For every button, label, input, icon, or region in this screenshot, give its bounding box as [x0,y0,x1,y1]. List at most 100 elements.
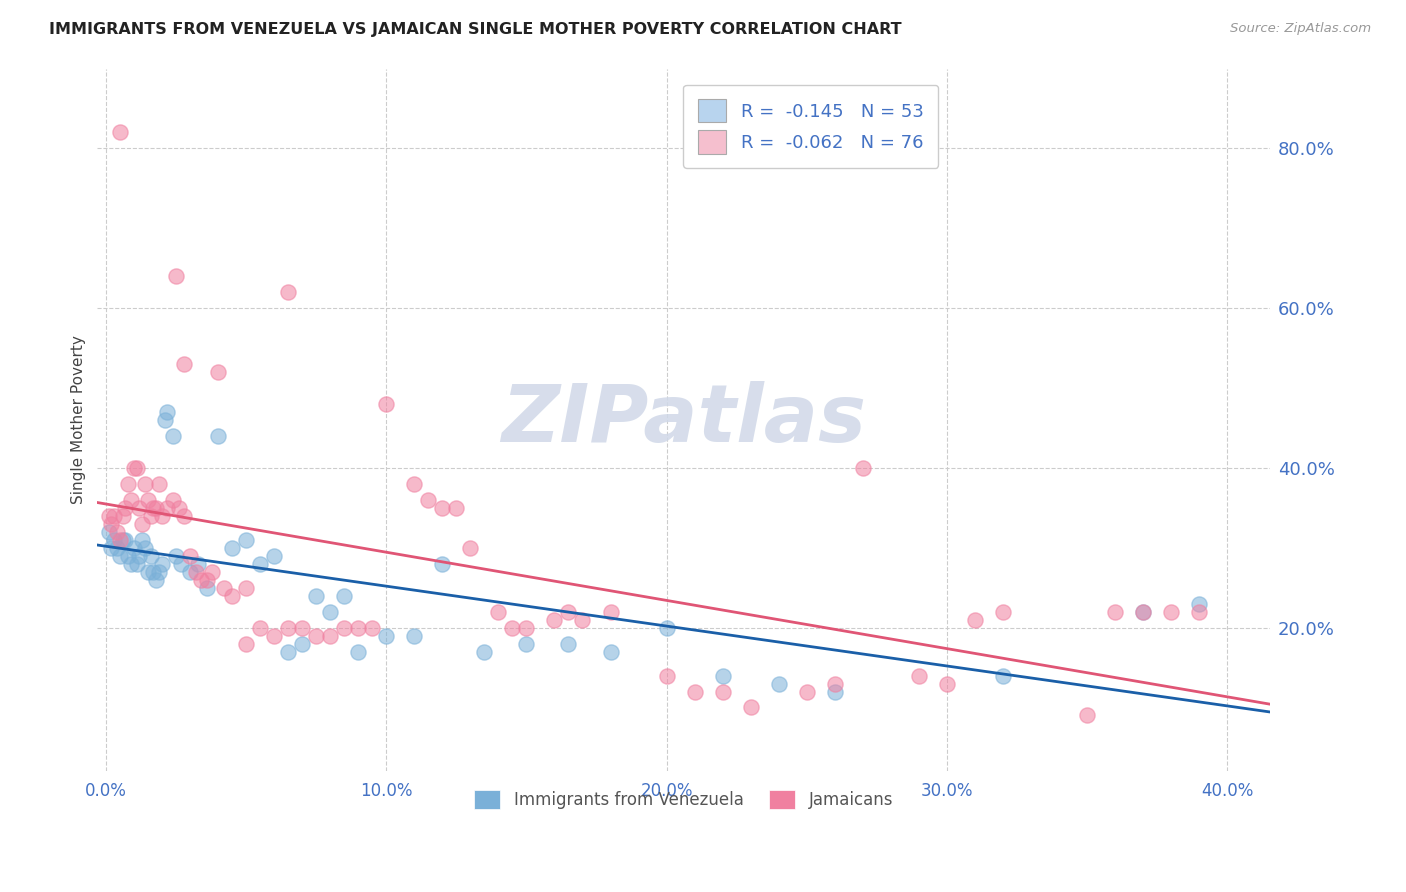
Point [131,516,153,531]
Point [97,524,120,539]
Point [1188,605,1211,619]
Point [142,500,165,515]
Point [824,684,846,698]
Point [103,533,125,547]
Point [201,565,224,579]
Point [128,549,150,563]
Point [1076,708,1098,723]
Point [195,581,218,595]
Point [221,541,243,555]
Point [221,589,243,603]
Point [162,492,184,507]
Point [128,500,150,515]
Point [333,621,356,635]
Point [165,269,187,284]
Point [263,629,285,643]
Point [305,589,328,603]
Point [148,476,170,491]
Point [105,524,128,539]
Point [167,500,190,515]
Point [97,508,120,523]
Point [139,508,162,523]
Point [162,429,184,443]
Point [131,533,153,547]
Point [965,613,987,627]
Point [768,676,790,690]
Point [120,557,142,571]
Point [100,516,122,531]
Text: ZIPatlas: ZIPatlas [501,381,866,459]
Point [991,605,1014,619]
Point [1188,597,1211,611]
Point [249,621,271,635]
Point [136,492,159,507]
Point [1132,605,1154,619]
Point [179,549,201,563]
Point [347,621,370,635]
Point [235,533,257,547]
Point [125,461,148,475]
Point [114,500,136,515]
Point [571,613,593,627]
Point [418,492,440,507]
Point [557,605,579,619]
Point [179,565,201,579]
Point [105,541,128,555]
Point [153,413,176,427]
Point [249,557,271,571]
Point [148,565,170,579]
Point [207,429,229,443]
Point [190,573,212,587]
Point [460,541,482,555]
Point [263,549,285,563]
Point [117,549,139,563]
Point [108,533,131,547]
Point [404,629,426,643]
Point [122,461,145,475]
Point [432,500,454,515]
Point [156,500,179,515]
Point [111,533,134,547]
Point [291,637,314,651]
Point [472,644,495,658]
Text: IMMIGRANTS FROM VENEZUELA VS JAMAICAN SINGLE MOTHER POVERTY CORRELATION CHART: IMMIGRANTS FROM VENEZUELA VS JAMAICAN SI… [49,22,901,37]
Point [375,397,398,411]
Point [432,557,454,571]
Point [852,461,875,475]
Point [108,549,131,563]
Point [170,557,193,571]
Point [347,644,370,658]
Point [446,500,468,515]
Point [655,668,678,682]
Point [195,573,218,587]
Point [120,492,142,507]
Point [235,581,257,595]
Point [207,365,229,379]
Point [173,357,195,371]
Point [134,541,156,555]
Point [655,621,678,635]
Point [136,565,159,579]
Point [404,476,426,491]
Point [333,589,356,603]
Point [991,668,1014,682]
Point [103,508,125,523]
Point [277,621,299,635]
Point [515,637,537,651]
Point [361,621,384,635]
Point [150,557,173,571]
Point [501,621,523,635]
Point [235,637,257,651]
Point [796,684,818,698]
Point [150,508,173,523]
Point [1132,605,1154,619]
Point [319,605,342,619]
Point [936,676,959,690]
Point [122,541,145,555]
Point [139,549,162,563]
Point [1104,605,1126,619]
Point [908,668,931,682]
Point [319,629,342,643]
Point [184,565,207,579]
Point [117,476,139,491]
